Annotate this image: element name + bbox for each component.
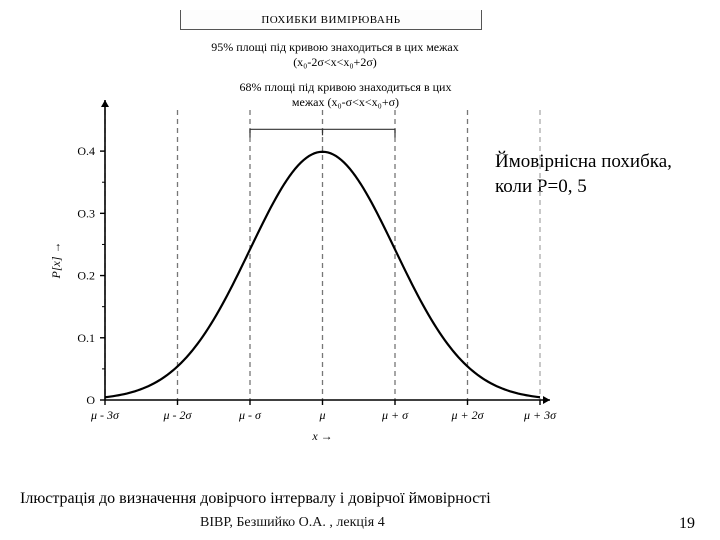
page-title: ПОХИБКИ ВИМІРЮВАНЬ bbox=[180, 10, 482, 30]
svg-text:μ + 2σ: μ + 2σ bbox=[450, 408, 484, 422]
svg-text:O.3: O.3 bbox=[77, 206, 95, 220]
svg-text:μ + σ: μ + σ bbox=[381, 408, 409, 422]
svg-text:x →: x → bbox=[311, 429, 332, 443]
footer-left: ВІВР, Безшийко О.А. , лекція 4 bbox=[200, 515, 385, 531]
svg-text:O.2: O.2 bbox=[77, 269, 95, 283]
svg-text:μ - σ: μ - σ bbox=[238, 408, 262, 422]
svg-text:μ + 3σ: μ + 3σ bbox=[523, 408, 557, 422]
svg-text:μ - 3σ: μ - 3σ bbox=[90, 408, 120, 422]
svg-text:μ: μ bbox=[318, 408, 325, 422]
gaussian-chart: O O.1 O.2 O.3 O.4 μ - 3σ μ - 2σ μ - σ μ μ + σ μ + … bbox=[20, 100, 560, 470]
svg-text:μ - 2σ: μ - 2σ bbox=[163, 408, 193, 422]
annotation-95: 95% площі під кривою знаходиться в цих м… bbox=[195, 40, 475, 70]
svg-text:O.1: O.1 bbox=[77, 331, 95, 345]
svg-text:P[x] →: P[x] → bbox=[49, 242, 63, 280]
svg-text:O: O bbox=[86, 393, 95, 407]
caption: Ілюстрація до визначення довірчого інтер… bbox=[20, 490, 700, 508]
page-number: 19 bbox=[679, 515, 695, 533]
svg-text:O.4: O.4 bbox=[77, 144, 95, 158]
